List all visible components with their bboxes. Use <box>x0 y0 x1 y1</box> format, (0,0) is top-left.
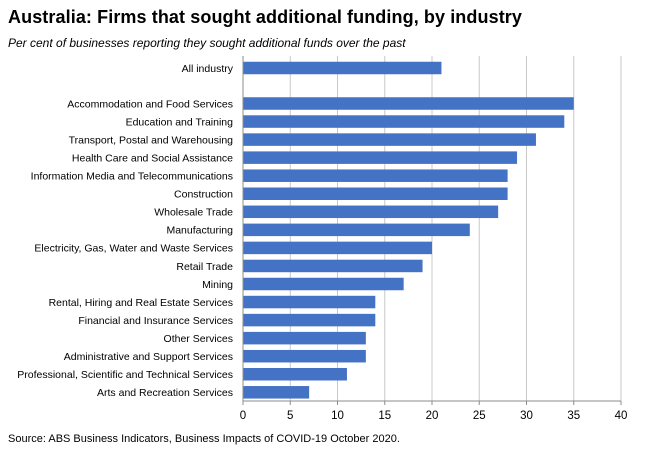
bar-9 <box>243 241 432 255</box>
category-label: Health Care and Social Assistance <box>72 152 233 164</box>
bar-14 <box>243 331 366 345</box>
category-label: Financial and Insurance Services <box>78 315 233 327</box>
bar-3 <box>243 133 536 146</box>
x-tick-label: 5 <box>287 410 293 422</box>
category-label: Education and Training <box>126 116 234 128</box>
category-label: Transport, Postal and Warehousing <box>69 134 234 146</box>
category-label: Wholesale Trade <box>154 207 233 219</box>
bar-16 <box>243 368 347 381</box>
bar-15 <box>243 349 366 363</box>
bar-4 <box>243 151 518 164</box>
bar-11 <box>243 277 404 291</box>
bar-17 <box>243 386 310 399</box>
bar-7 <box>243 205 499 219</box>
source-note: Source: ABS Business Indicators, Busines… <box>8 433 400 445</box>
category-label: Electricity, Gas, Water and Waste Servic… <box>34 243 233 255</box>
bar-1 <box>243 97 574 110</box>
category-label: Retail Trade <box>176 261 233 273</box>
category-label: Other Services <box>164 333 233 345</box>
category-label: Manufacturing <box>166 225 233 237</box>
category-label: Information Media and Telecommunications <box>31 171 233 183</box>
category-label: Arts and Recreation Services <box>97 387 233 399</box>
category-label: Rental, Hiring and Real Estate Services <box>49 297 233 309</box>
x-tick-label: 40 <box>615 410 628 422</box>
bar-13 <box>243 313 376 327</box>
bar-12 <box>243 295 376 309</box>
x-tick-label: 35 <box>567 410 580 422</box>
x-tick-label: 10 <box>331 410 344 422</box>
x-axis-ticks: 0 5 10 15 20 25 30 35 40 <box>240 401 628 422</box>
category-label: Professional, Scientific and Technical S… <box>17 369 233 381</box>
bars <box>243 61 574 399</box>
chart-subtitle: Per cent of businesses reporting they so… <box>8 36 406 50</box>
category-label: Construction <box>174 189 233 201</box>
bar-10 <box>243 259 423 273</box>
category-label: All industry <box>182 63 234 75</box>
x-tick-label: 30 <box>520 410 533 422</box>
bar-2 <box>243 115 565 128</box>
category-label: Administrative and Support Services <box>64 351 233 363</box>
chart-title: Australia: Firms that sought additional … <box>8 7 523 27</box>
bar-6 <box>243 187 508 200</box>
x-tick-label: 25 <box>473 410 486 422</box>
bar-0 <box>243 61 442 75</box>
category-label: Mining <box>202 279 233 291</box>
category-label: Accommodation and Food Services <box>67 98 233 110</box>
x-tick-label: 20 <box>426 410 439 422</box>
bar-5 <box>243 169 508 182</box>
category-labels: All industry Accommodation and Food Servi… <box>17 63 233 399</box>
x-tick-label: 15 <box>378 410 391 422</box>
bar-8 <box>243 223 470 237</box>
x-tick-label: 0 <box>240 410 246 422</box>
